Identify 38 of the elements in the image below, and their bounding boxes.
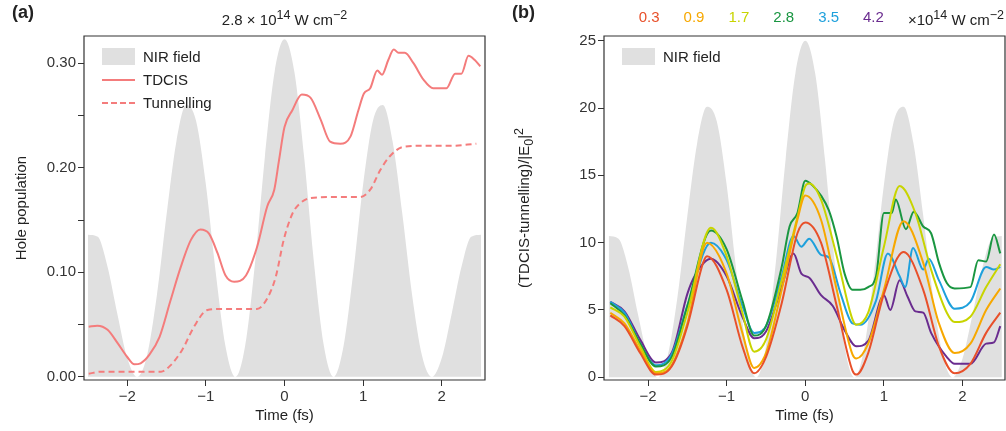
y-tick-label: 25 (579, 30, 596, 48)
x-tick-label: −2 (639, 387, 657, 405)
text: 0.3 (638, 8, 660, 27)
legend-label: TDCIS (143, 71, 188, 88)
x-axis-title: Time (fs) (775, 406, 834, 423)
text: (b) (512, 2, 535, 23)
y-tick-label: 0 (587, 367, 596, 385)
x-tick-label: 2 (958, 387, 967, 405)
x-tick-label: −2 (118, 387, 136, 405)
text: 4.2 (863, 8, 884, 27)
x-tick-label: 2 (437, 387, 446, 405)
y-tick-label: 0.10 (46, 262, 76, 280)
x-tick-label: −1 (197, 387, 215, 405)
legend-label: NIR field (663, 48, 721, 65)
y-tick-label: 0.20 (46, 157, 76, 175)
line-series (609, 252, 1002, 365)
text: 0.9 (683, 8, 705, 27)
y-tick-label: 0.00 (46, 367, 76, 384)
y-tick-label: 20 (579, 98, 596, 116)
y-tick-label: 5 (587, 300, 596, 318)
x-tick-label: 1 (879, 387, 889, 405)
legend-label: Tunnelling (143, 94, 212, 111)
x-axis-title: Time (fs) (255, 406, 314, 423)
text: 3.5 (818, 8, 840, 27)
x-tick-label: 1 (358, 387, 368, 405)
text: (a) (12, 2, 34, 23)
legend-title: ×10$^{14}$ W cm$^{−2}$ (907, 8, 1004, 28)
text: 2.8 (773, 8, 795, 27)
y-tick-label: 0.30 (46, 53, 76, 71)
y-tick-label: 15 (579, 165, 596, 183)
y-axis-title: Hole population (11, 155, 29, 261)
x-tick-label: 0 (280, 387, 289, 405)
x-tick-label: −1 (718, 387, 736, 405)
legend-label: NIR field (143, 48, 201, 65)
chart-title: 2.8 × 10$^{14}$ W cm$^{−2}$ (221, 8, 348, 28)
x-tick-label: 0 (801, 387, 810, 405)
text: 1.7 (728, 8, 750, 27)
y-tick-label: 10 (579, 232, 596, 250)
